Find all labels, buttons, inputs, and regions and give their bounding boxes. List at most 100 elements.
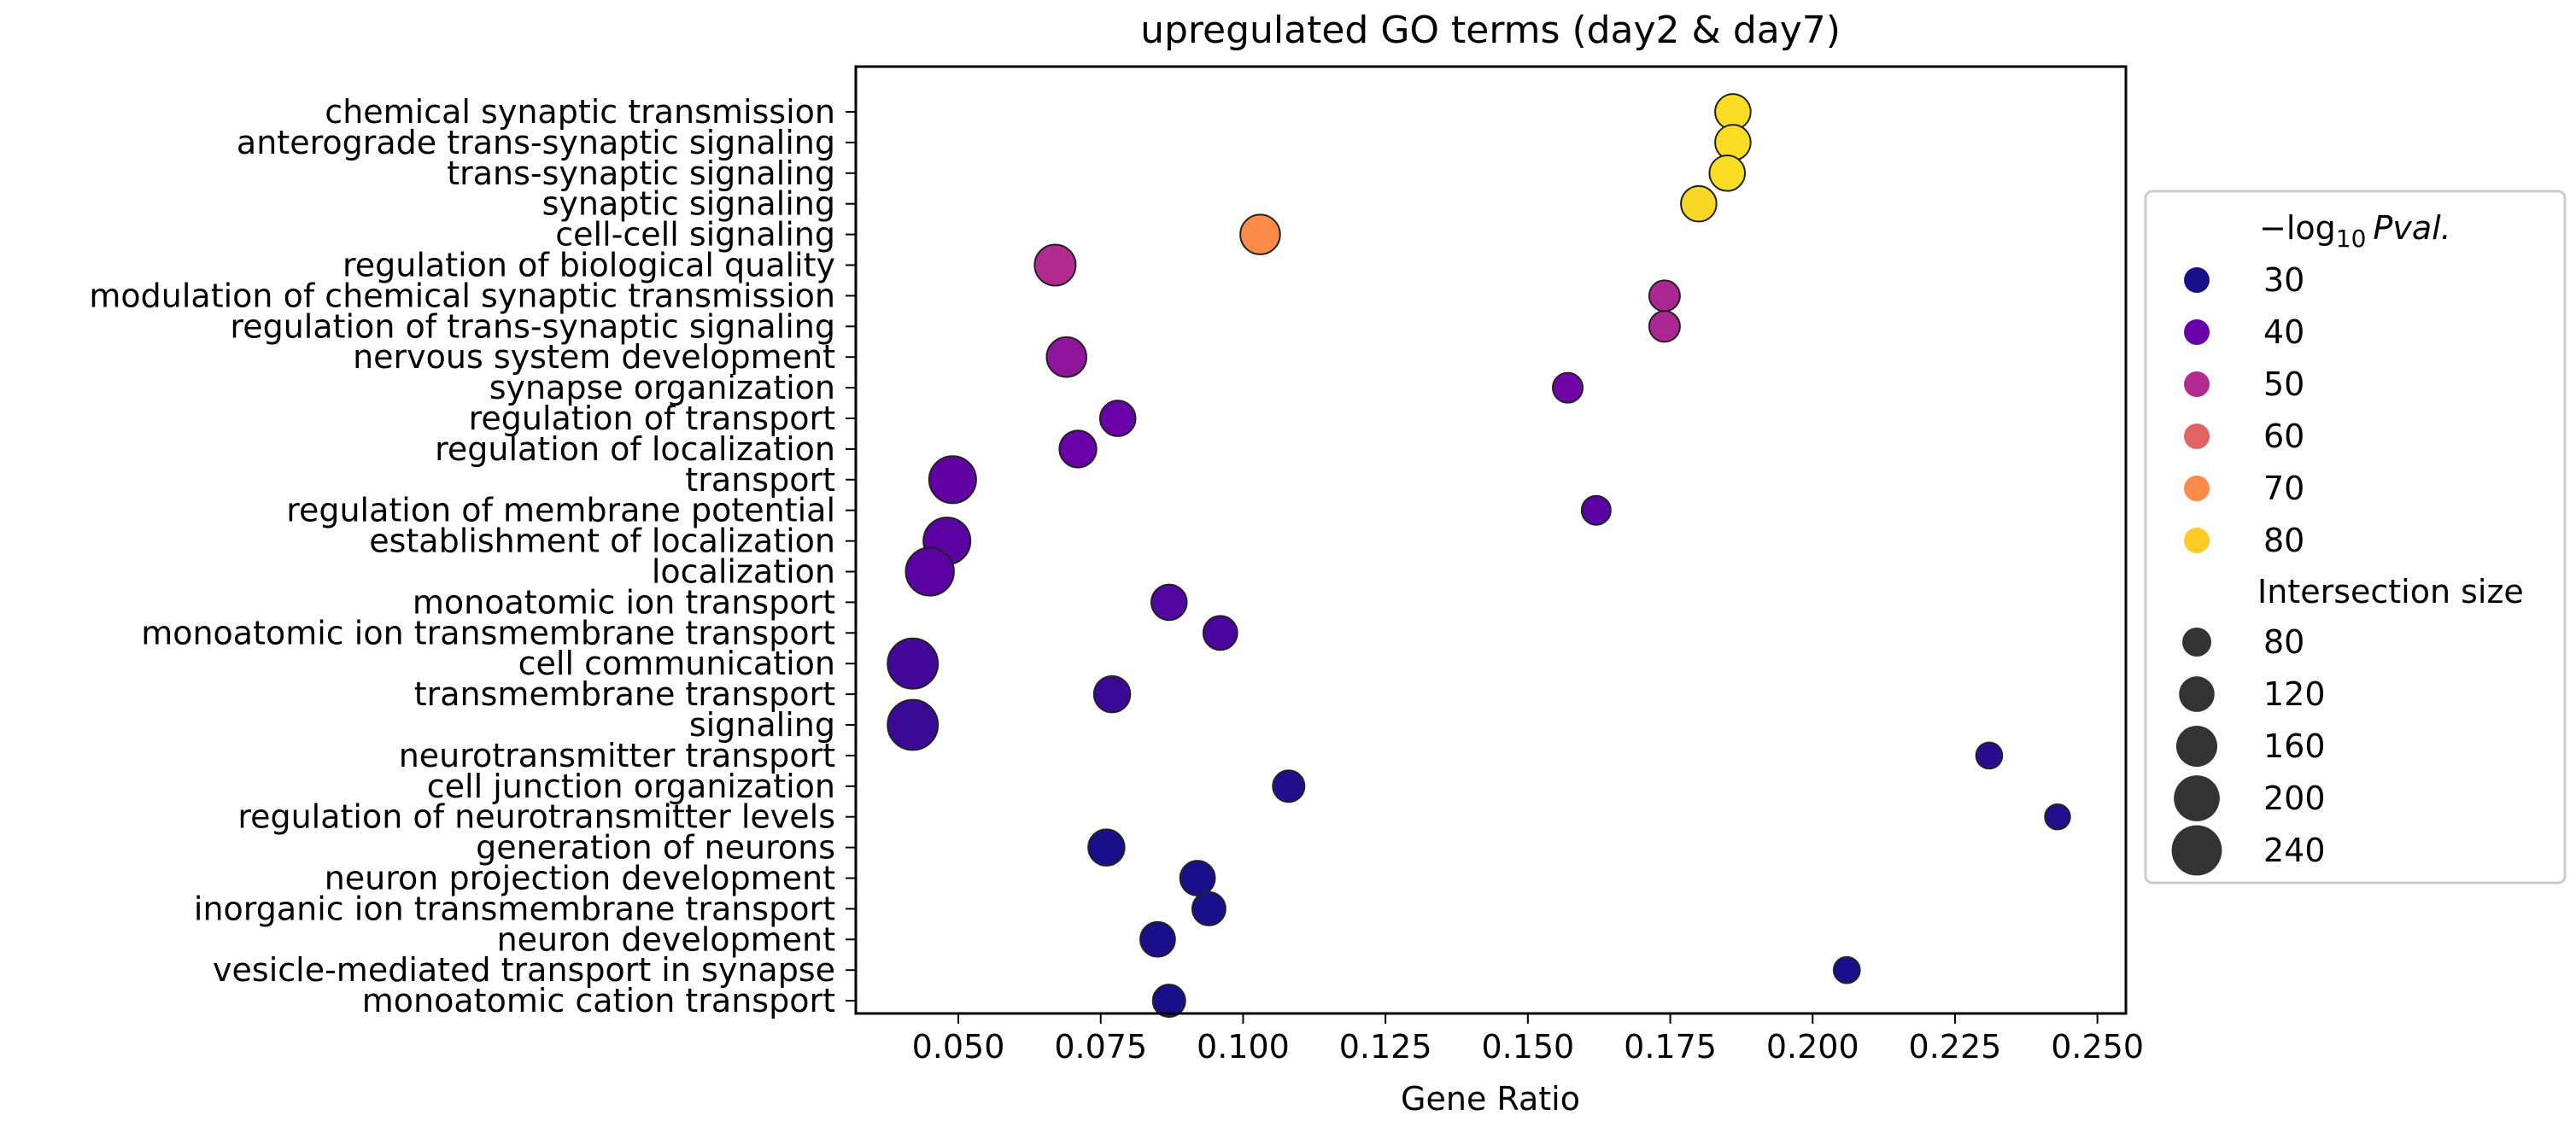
data-point xyxy=(928,455,977,505)
y-tick-label: regulation of trans-synaptic signaling xyxy=(230,307,835,345)
data-point xyxy=(1272,769,1306,803)
size-legend-marker xyxy=(2182,628,2211,657)
y-tick-label: synapse organization xyxy=(489,369,835,406)
y-tick-label: inorganic ion transmembrane transport xyxy=(194,890,835,927)
data-point xyxy=(905,546,955,597)
y-tick-label: cell-cell signaling xyxy=(555,216,835,254)
size-legend-label: 120 xyxy=(2263,675,2326,713)
data-point xyxy=(887,698,940,751)
color-legend-label: 40 xyxy=(2263,313,2304,351)
color-legend-title-sub: 10 xyxy=(2336,225,2367,253)
data-points xyxy=(887,93,2071,1019)
data-point xyxy=(1151,984,1186,1019)
color-legend-entries: 30 40 50 60 70 80 xyxy=(2184,261,2304,559)
data-point xyxy=(1179,860,1216,896)
size-legend-marker xyxy=(2179,676,2215,712)
size-legend-marker xyxy=(2171,825,2222,876)
data-point xyxy=(1239,213,1281,255)
color-legend-label: 60 xyxy=(2263,418,2304,455)
size-legend-title: Intersection size xyxy=(2257,573,2524,610)
y-tick-label: localization xyxy=(652,553,835,591)
data-point xyxy=(1202,615,1238,651)
color-legend-label: 50 xyxy=(2263,365,2304,403)
x-tick-label: 0.150 xyxy=(1481,1028,1574,1066)
size-legend-marker xyxy=(2175,725,2218,768)
y-tick-label: monoatomic ion transmembrane transport xyxy=(141,614,835,651)
size-legend-label: 160 xyxy=(2263,727,2326,765)
y-tick-label: transmembrane transport xyxy=(414,675,835,713)
data-point xyxy=(1680,184,1718,223)
color-legend-label: 70 xyxy=(2263,470,2304,507)
y-tick-label: transport xyxy=(685,461,835,499)
data-point xyxy=(1092,675,1132,714)
y-tick-label: establishment of localization xyxy=(369,523,835,560)
data-point xyxy=(1648,310,1681,343)
data-point xyxy=(1033,243,1077,287)
chart-title: upregulated GO terms (day2 & day7) xyxy=(1140,9,1841,52)
y-tick-label: signaling xyxy=(689,706,835,744)
x-tick-label: 0.225 xyxy=(1909,1028,2002,1066)
y-tick-labels: chemical synaptic transmissionanterograd… xyxy=(89,93,856,1019)
data-point xyxy=(1714,124,1752,161)
data-point xyxy=(1832,955,1861,984)
data-point xyxy=(1552,371,1584,404)
data-point xyxy=(1058,429,1098,469)
size-legend-entries: 80 120 160 200 240 xyxy=(2171,623,2326,876)
y-tick-label: regulation of membrane potential xyxy=(286,492,835,529)
y-tick-label: regulation of biological quality xyxy=(342,247,835,284)
y-tick-label: vesicle-mediated transport in synapse xyxy=(213,951,835,989)
x-tick-label: 0.075 xyxy=(1054,1028,1147,1066)
color-legend-title-base: −log xyxy=(2259,209,2336,247)
data-point xyxy=(1139,920,1176,958)
x-tick-label: 0.100 xyxy=(1197,1028,1290,1066)
data-point xyxy=(1150,583,1188,622)
data-point xyxy=(1580,494,1612,526)
legend-frame xyxy=(2144,190,2567,885)
x-tick-label: 0.050 xyxy=(912,1028,1005,1066)
size-legend-label: 200 xyxy=(2263,780,2326,817)
color-legend-swatch xyxy=(2184,319,2210,345)
size-legend-marker xyxy=(2174,775,2220,821)
y-tick-label: nervous system development xyxy=(353,338,835,376)
y-tick-label: cell junction organization xyxy=(427,768,835,805)
color-legend-swatch xyxy=(2184,267,2210,293)
data-point xyxy=(1191,891,1227,926)
x-axis-label: Gene Ratio xyxy=(1401,1080,1580,1118)
color-legend-label: 30 xyxy=(2263,261,2304,299)
data-point xyxy=(1098,400,1137,437)
y-tick-label: modulation of chemical synaptic transmis… xyxy=(89,277,835,314)
color-legend-swatch xyxy=(2184,476,2210,501)
data-point xyxy=(1708,154,1747,192)
data-point xyxy=(887,637,940,690)
color-legend-swatch xyxy=(2184,371,2210,397)
plot-frame xyxy=(854,65,2128,1015)
x-tick-label: 0.250 xyxy=(2051,1028,2144,1066)
y-tick-label: cell communication xyxy=(518,645,835,682)
y-tick-label: regulation of neurotransmitter levels xyxy=(237,798,835,836)
x-tick-label: 0.200 xyxy=(1766,1028,1859,1066)
y-tick-label: neuron projection development xyxy=(325,860,835,897)
color-legend-swatch xyxy=(2184,528,2210,553)
data-point xyxy=(1045,336,1087,378)
y-tick-label: monoatomic ion transport xyxy=(413,583,835,621)
y-tick-label: chemical synaptic transmission xyxy=(325,93,835,131)
data-point xyxy=(2044,803,2071,831)
color-legend-title-var: Pval. xyxy=(2373,209,2450,247)
x-axis-ticks: 0.050 0.075 0.100 0.125 0.150 0.175 0.200 0.225… xyxy=(912,1013,2144,1066)
y-tick-label: monoatomic cation transport xyxy=(362,982,835,1019)
color-legend-swatch xyxy=(2184,423,2210,449)
y-tick-label: trans-synaptic signaling xyxy=(447,155,835,192)
color-legend-title: −log10 Pval. xyxy=(2259,209,2451,253)
y-tick-label: synaptic signaling xyxy=(542,185,835,223)
color-legend-label: 80 xyxy=(2263,522,2304,559)
x-tick-label: 0.125 xyxy=(1339,1028,1432,1066)
y-tick-label: regulation of transport xyxy=(469,400,835,437)
data-point xyxy=(1087,828,1126,867)
y-tick-label: anterograde trans-synaptic signaling xyxy=(237,124,835,161)
y-tick-label: neuron development xyxy=(497,920,835,958)
size-legend-label: 240 xyxy=(2263,832,2326,869)
data-point xyxy=(1648,279,1681,312)
y-tick-label: regulation of localization xyxy=(435,430,835,468)
x-tick-label: 0.175 xyxy=(1624,1028,1717,1066)
